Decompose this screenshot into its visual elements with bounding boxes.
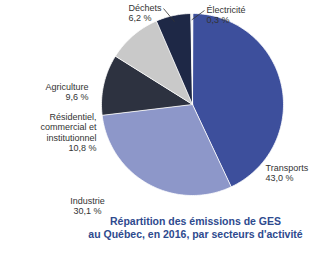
svg-text:Déchets6,2 %: Déchets6,2 %	[129, 3, 163, 23]
svg-text:Électricité0,3 %: Électricité0,3 %	[207, 5, 246, 25]
svg-text:Résidentiel,commercial etinsti: Résidentiel,commercial etinstitutionnel1…	[40, 112, 97, 153]
svg-text:Transports43,0 %: Transports43,0 %	[266, 163, 309, 183]
svg-text:Répartition des émissions de G: Répartition des émissions de GESau Québe…	[88, 215, 303, 240]
svg-text:Agriculture9,6 %: Agriculture9,6 %	[45, 82, 88, 102]
svg-text:Industrie30,1 %: Industrie30,1 %	[70, 196, 105, 216]
